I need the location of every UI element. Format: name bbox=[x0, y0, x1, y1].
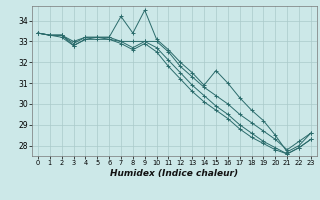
X-axis label: Humidex (Indice chaleur): Humidex (Indice chaleur) bbox=[110, 169, 238, 178]
